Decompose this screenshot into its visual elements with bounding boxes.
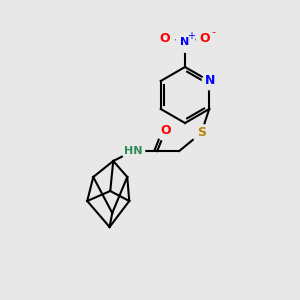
Text: O: O (160, 32, 170, 44)
Text: HN: HN (124, 146, 142, 156)
Text: N: N (180, 37, 190, 47)
Text: N: N (205, 74, 215, 88)
Text: O: O (160, 124, 171, 137)
Text: O: O (200, 32, 210, 44)
Text: +: + (187, 31, 195, 41)
Text: S: S (197, 127, 206, 140)
Text: -: - (211, 27, 215, 37)
